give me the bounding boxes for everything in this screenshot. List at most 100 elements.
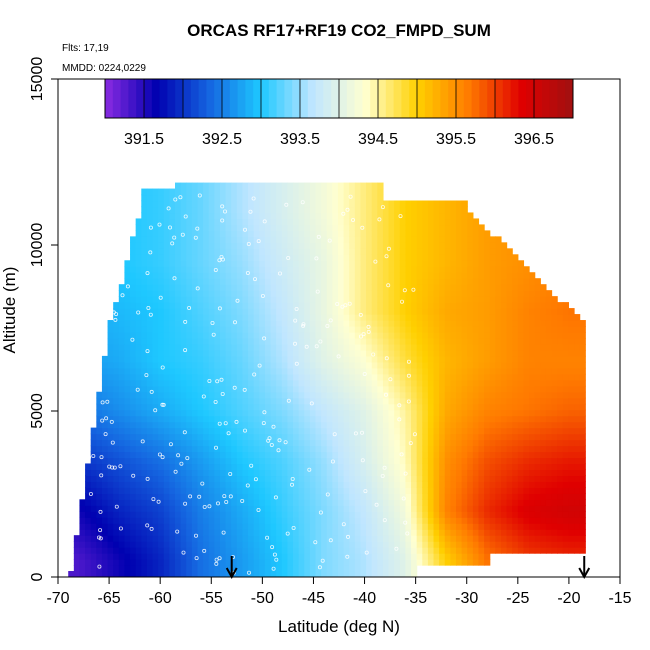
field-cell [461,373,468,381]
field-cell [534,451,541,459]
field-cell [163,236,170,243]
field-cell [427,218,435,226]
field-cell [186,499,193,506]
field-cell [158,433,165,441]
field-cell [293,421,300,429]
field-cell [293,224,300,231]
field-cell [248,529,255,536]
field-cell [551,523,558,530]
field-cell [517,493,525,500]
field-cell [416,493,423,500]
field-cell [534,403,541,411]
field-cell [175,290,182,297]
field-cell [287,535,294,542]
field-cell [158,290,165,297]
field-cell [315,463,322,471]
field-cell [135,541,142,548]
field-cell [472,499,480,506]
field-cell [141,254,148,261]
field-cell [203,194,210,202]
field-cell [467,224,474,231]
field-cell [253,355,260,363]
field-cell [349,326,356,333]
field-cell [276,391,283,399]
field-cell [270,290,277,297]
field-cell [96,523,103,530]
field-cell [450,517,457,524]
field-cell [349,314,356,321]
field-cell [208,517,215,524]
field-cell [276,529,283,536]
field-cell [236,535,244,542]
field-cell [304,331,311,339]
field-cell [366,349,373,357]
field-cell [231,487,238,494]
field-cell [495,254,502,261]
field-cell [231,320,238,327]
field-cell [293,212,300,220]
field-cell [377,403,384,411]
field-cell [388,290,395,297]
field-cell [405,254,412,261]
field-cell [444,451,451,459]
field-cell [203,463,210,471]
field-cell [506,331,513,339]
field-cell [130,326,137,333]
field-cell [478,517,485,524]
field-cell [152,451,159,459]
field-cell [186,248,193,255]
field-cell [276,361,283,369]
field-cell [343,206,350,214]
field-cell [135,278,142,285]
field-cell [416,230,423,237]
field-cell [326,194,333,202]
field-cell [287,254,294,261]
field-cell [529,403,536,411]
field-cell [298,248,305,255]
field-cell [248,308,255,315]
field-cell [433,260,440,267]
field-cell [382,331,390,339]
field-cell [517,260,525,267]
field-cell [411,284,418,291]
field-cell [495,343,502,351]
field-cell [208,427,215,435]
field-cell [545,355,553,363]
field-cell [489,433,496,441]
field-cell [489,385,496,393]
field-cell [264,314,272,321]
field-cell [394,206,401,214]
field-cell [472,457,480,465]
field-cell [321,206,328,214]
field-cell [203,200,210,208]
field-cell [197,427,204,435]
field-cell [309,547,317,554]
field-cell [124,505,131,512]
field-cell [281,541,288,548]
field-cell [545,379,553,387]
field-cell [506,385,513,393]
field-cell [399,254,407,261]
field-cell [360,236,367,243]
field-cell [450,373,457,381]
field-cell [203,403,210,411]
field-cell [208,266,215,273]
field-cell [118,326,126,333]
field-cell [337,290,345,297]
field-cell [146,409,154,417]
field-cell [489,236,496,243]
field-cell [354,505,362,512]
field-cell [478,343,485,351]
field-cell [248,242,255,249]
field-cell [422,355,429,363]
field-cell [186,541,193,548]
field-cell [259,523,266,530]
field-cell [427,254,435,261]
field-cell [405,559,412,566]
field-cell [377,337,384,345]
field-cell [219,272,227,279]
field-cell [439,314,446,321]
field-cell [214,355,221,363]
field-cell [326,182,333,190]
field-cell [377,535,384,542]
